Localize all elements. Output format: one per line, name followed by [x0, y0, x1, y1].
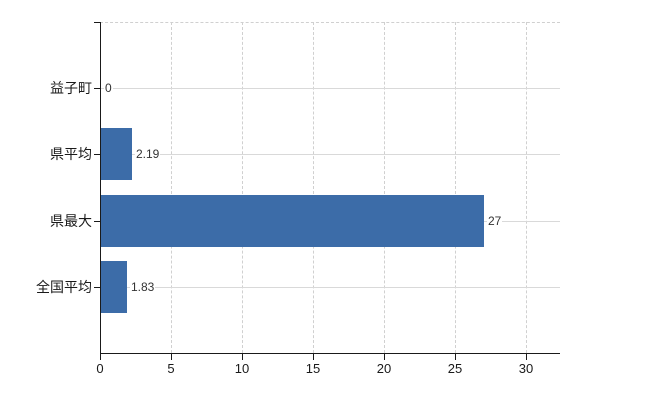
- x-tick-label: 10: [234, 361, 250, 376]
- category-label: 県最大: [50, 213, 92, 229]
- x-axis-tick: [526, 354, 527, 360]
- plot-top-border: [100, 22, 560, 23]
- y-axis-top-tick: [94, 22, 100, 23]
- x-axis-tick: [455, 354, 456, 360]
- h-gridline: [101, 88, 560, 89]
- category-label: 全国平均: [36, 279, 92, 295]
- x-axis-tick: [100, 354, 101, 360]
- x-axis-tick: [384, 354, 385, 360]
- value-label: 2.19: [135, 147, 161, 161]
- value-label: 27: [487, 214, 503, 228]
- value-label: 1.83: [130, 280, 156, 294]
- x-axis-line: [100, 353, 560, 354]
- category-label: 益子町: [50, 80, 92, 96]
- x-axis-tick: [171, 354, 172, 360]
- category-label: 県平均: [50, 146, 92, 162]
- v-gridline: [171, 22, 172, 353]
- x-tick-label: 5: [167, 361, 175, 376]
- v-gridline: [313, 22, 314, 353]
- h-gridline: [101, 154, 560, 155]
- x-tick-label: 30: [518, 361, 534, 376]
- v-gridline: [242, 22, 243, 353]
- x-tick-label: 0: [96, 361, 104, 376]
- y-axis-line: [100, 22, 101, 353]
- v-gridline: [384, 22, 385, 353]
- y-axis-tick: [94, 154, 100, 155]
- x-axis-tick: [313, 354, 314, 360]
- y-axis-tick: [94, 88, 100, 89]
- x-axis-tick: [242, 354, 243, 360]
- y-axis-tick: [94, 221, 100, 222]
- x-tick-label: 15: [305, 361, 321, 376]
- h-gridline: [101, 287, 560, 288]
- value-label: 0: [104, 81, 113, 95]
- bar: [101, 128, 132, 180]
- v-gridline: [526, 22, 527, 353]
- x-tick-label: 25: [447, 361, 463, 376]
- y-axis-tick: [94, 287, 100, 288]
- v-gridline: [455, 22, 456, 353]
- x-tick-label: 20: [376, 361, 392, 376]
- bar: [101, 261, 127, 313]
- bar: [101, 195, 484, 247]
